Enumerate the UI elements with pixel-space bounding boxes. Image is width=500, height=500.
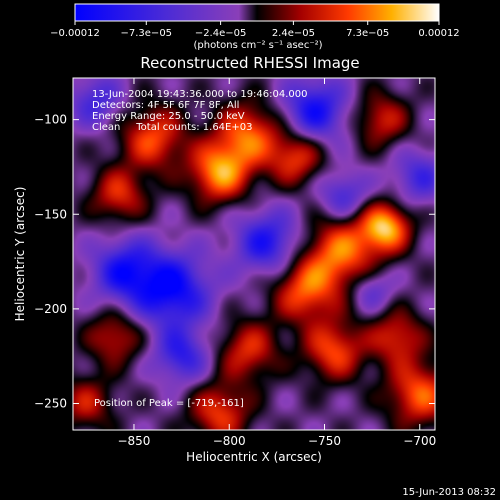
y-tick-label: −250 xyxy=(34,397,67,411)
colorbar-units-label: (photons cm⁻² s⁻¹ asec⁻²) xyxy=(193,40,322,51)
y-axis-label: Heliocentric Y (arcsec) xyxy=(13,187,27,322)
footer-timestamp: 15-Jun-2013 08:32 xyxy=(402,487,496,498)
colorbar-tick-label: 0.00012 xyxy=(418,28,459,39)
x-tick-label: −850 xyxy=(117,434,150,448)
x-tick-label: −750 xyxy=(308,434,341,448)
colorbar-tick-label: −7.3e−05 xyxy=(121,28,173,39)
colorbar-tick-label: −0.00012 xyxy=(50,28,100,39)
colorbar-ticks: −0.00012 −7.3e−05 −2.4e−05 2.4e−05 7.3e−05 0.… xyxy=(50,21,460,39)
x-tick-label: −700 xyxy=(403,434,436,448)
annotation-energy: Energy Range: 25.0 - 50.0 keV xyxy=(92,111,245,122)
y-tick-label: −200 xyxy=(34,302,67,316)
chart-title: Reconstructed RHESSI Image xyxy=(140,54,359,72)
colorbar-tick-label: 2.4e−05 xyxy=(272,28,315,39)
y-tick-label: −150 xyxy=(34,207,67,221)
heatmap-image xyxy=(73,78,435,430)
peak-position-label: Position of Peak = [-719,-161] xyxy=(94,398,244,409)
x-axis-label: Heliocentric X (arcsec) xyxy=(186,450,322,464)
annotation-counts: Clean Total counts: 1.64E+03 xyxy=(92,122,252,133)
colorbar-tick-label: 7.3e−05 xyxy=(346,28,389,39)
colorbar xyxy=(74,3,440,22)
colorbar-tick-label: −2.4e−05 xyxy=(195,28,247,39)
x-tick-label: −800 xyxy=(213,434,246,448)
axis-ticks: −850 −800 −750 −700 −100 −150 −200 −250 xyxy=(34,78,436,448)
annotation-detectors: Detectors: 4F 5F 6F 7F 8F, All xyxy=(92,100,239,111)
y-tick-label: −100 xyxy=(34,113,67,127)
plot-frame xyxy=(72,77,436,431)
annotation-time: 13-Jun-2004 19:43:36.000 to 19:46:04.000 xyxy=(92,89,308,100)
